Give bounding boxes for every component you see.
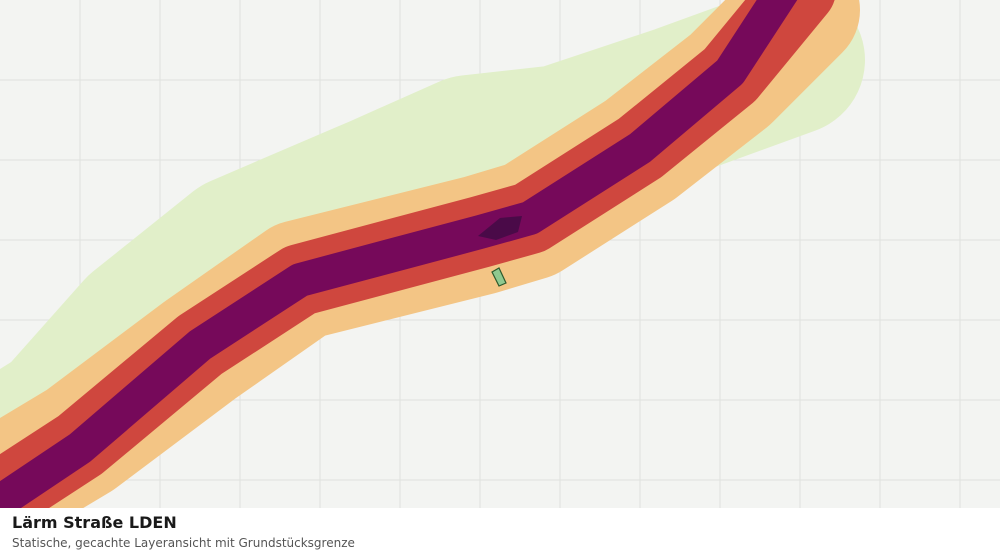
band-highest	[0, 0, 798, 508]
junction-hotspot	[478, 216, 522, 240]
noise-map	[0, 0, 1000, 508]
caption-panel: Lärm Straße LDEN Statische, gecachte Lay…	[0, 508, 1000, 560]
parcel-boundary	[491, 267, 507, 287]
layer-title: Lärm Straße LDEN	[12, 513, 177, 532]
layer-subtitle: Statische, gecachte Layeransicht mit Gru…	[12, 536, 355, 550]
noise-bands	[0, 0, 865, 508]
